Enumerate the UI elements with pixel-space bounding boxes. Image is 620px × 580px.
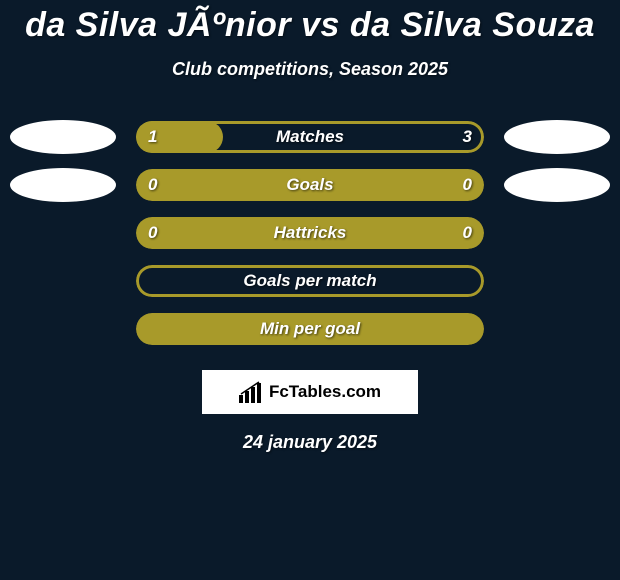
stat-bar: Matches 1 3 <box>136 121 484 153</box>
player-left-oval <box>10 120 116 154</box>
stat-value-right: 0 <box>463 175 472 195</box>
bars-icon <box>239 381 265 403</box>
stat-bar: Min per goal <box>136 313 484 345</box>
oval-spacer <box>10 264 116 298</box>
page-subtitle: Club competitions, Season 2025 <box>0 59 620 80</box>
logo-text: FcTables.com <box>269 382 381 402</box>
stat-label: Min per goal <box>260 319 360 339</box>
stat-label: Goals per match <box>243 271 376 291</box>
site-logo: FcTables.com <box>202 370 418 414</box>
player-right-oval <box>504 168 610 202</box>
stat-value-left: 0 <box>148 223 157 243</box>
oval-spacer <box>504 216 610 250</box>
stat-value-left: 1 <box>148 127 157 147</box>
stat-row: Matches 1 3 <box>10 120 610 154</box>
stat-bar: Hattricks 0 0 <box>136 217 484 249</box>
stat-value-right: 3 <box>463 127 472 147</box>
stat-label: Hattricks <box>274 223 347 243</box>
oval-spacer <box>504 264 610 298</box>
stat-row: Goals 0 0 <box>10 168 610 202</box>
player-right-oval <box>504 120 610 154</box>
oval-spacer <box>504 312 610 346</box>
oval-spacer <box>10 312 116 346</box>
player-left-oval <box>10 168 116 202</box>
page-date: 24 january 2025 <box>0 432 620 453</box>
stat-row: Goals per match <box>10 264 610 298</box>
stat-label: Matches <box>276 127 344 147</box>
stat-value-right: 0 <box>463 223 472 243</box>
page-title: da Silva JÃºnior vs da Silva Souza <box>0 0 620 45</box>
stat-row: Hattricks 0 0 <box>10 216 610 250</box>
stat-value-left: 0 <box>148 175 157 195</box>
stat-bar: Goals per match <box>136 265 484 297</box>
stat-label: Goals <box>286 175 333 195</box>
stat-row: Min per goal <box>10 312 610 346</box>
oval-spacer <box>10 216 116 250</box>
stats-rows: Matches 1 3 Goals 0 0 Hattricks 0 0 Goals per mat… <box>0 120 620 346</box>
stat-bar: Goals 0 0 <box>136 169 484 201</box>
